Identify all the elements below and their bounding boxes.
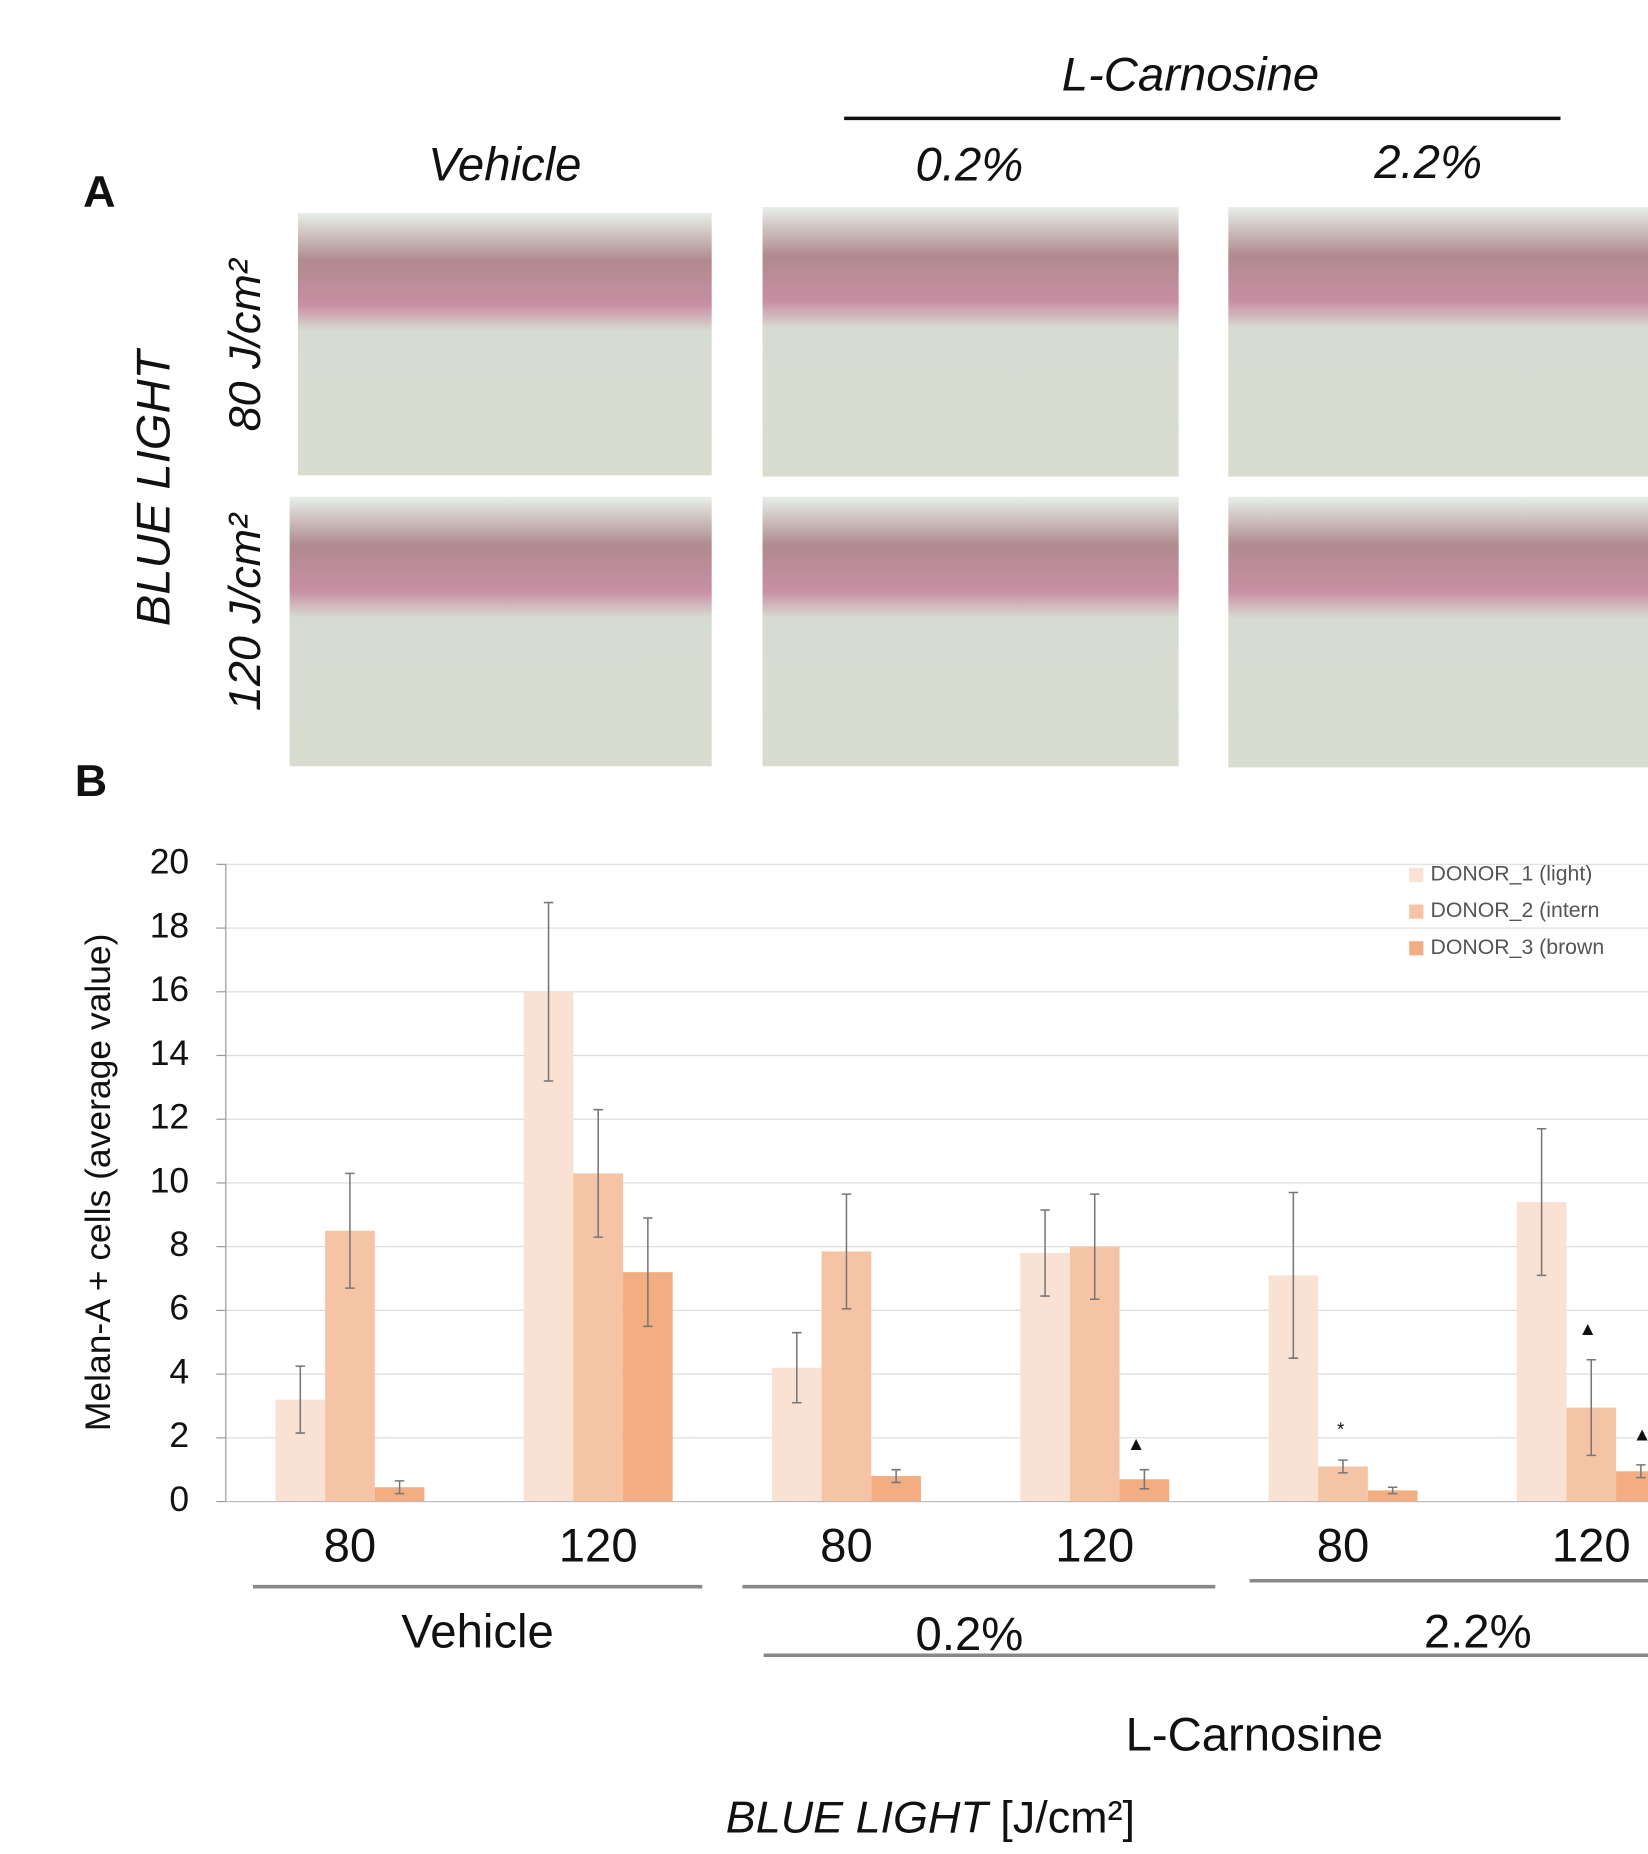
supergroup-label: L-Carnosine — [1126, 1708, 1383, 1761]
panel-label: A — [83, 166, 115, 217]
legend-swatch — [1409, 904, 1424, 919]
group-label: 0.2% — [916, 1608, 1024, 1661]
y-tick-label: 20 — [150, 842, 189, 882]
legend-swatch — [1409, 867, 1424, 883]
y-tick-label: 0 — [169, 1479, 189, 1519]
error-bar — [1338, 1459, 1348, 1474]
column-label: 0.2% — [916, 139, 1024, 192]
error-bar — [1089, 1193, 1100, 1301]
y-tick-label: 14 — [150, 1033, 189, 1073]
legend-label: DONOR_3 (brown — [1430, 935, 1604, 959]
y-tick-label: 18 — [150, 905, 189, 945]
row-title: BLUE LIGHT — [128, 347, 181, 626]
bar — [1119, 1479, 1170, 1502]
error-bar — [841, 1193, 852, 1310]
image — [1228, 207, 1648, 477]
histology-images — [289, 207, 1648, 768]
y-tick-label: 6 — [169, 1288, 189, 1328]
x-unit: [J/cm²] — [1000, 1792, 1135, 1843]
error-bar — [1139, 1468, 1150, 1490]
image — [762, 207, 1179, 477]
y-tick-label: 2 — [169, 1415, 189, 1455]
y-tick-label: 8 — [169, 1224, 189, 1264]
column-label: Vehicle — [428, 139, 581, 192]
x-tick-label: 120 — [1055, 1519, 1134, 1572]
group-label: Vehicle — [401, 1606, 553, 1659]
error-bar — [1387, 1486, 1398, 1495]
image — [1228, 496, 1648, 768]
error-bar — [891, 1468, 901, 1484]
image — [297, 212, 712, 476]
error-bar — [643, 1217, 653, 1328]
annotation: * — [1337, 1420, 1345, 1441]
error-bar — [1536, 1128, 1547, 1277]
error-bar — [792, 1331, 802, 1404]
error-bar — [1288, 1191, 1299, 1359]
x-title: BLUE LIGHT — [726, 1792, 992, 1843]
bar — [374, 1487, 425, 1502]
annotation: ▲ — [1578, 1319, 1597, 1340]
legend-label: DONOR_1 (light) — [1430, 862, 1592, 886]
x-tick-label: 120 — [1552, 1519, 1631, 1572]
bar — [1367, 1490, 1418, 1502]
y-tick-label: 10 — [150, 1160, 189, 1200]
error-bar — [1586, 1359, 1596, 1457]
error-bar — [394, 1480, 405, 1495]
y-tick-label: 12 — [150, 1097, 189, 1137]
error-bar — [543, 901, 554, 1082]
column-label: 2.2% — [1373, 136, 1482, 189]
annotation: ▲ — [1127, 1434, 1146, 1455]
error-bar — [593, 1108, 603, 1238]
y-tick-label: 16 — [150, 969, 189, 1009]
image — [289, 496, 712, 767]
y-tick-label: 4 — [169, 1351, 189, 1391]
x-tick-label: 120 — [559, 1519, 638, 1572]
row-label: 120 J/cm² — [219, 512, 270, 711]
x-tick-label: 80 — [324, 1519, 377, 1572]
x-axis-title: BLUE LIGHT [J/cm²] — [726, 1792, 1135, 1843]
image — [762, 496, 1179, 767]
error-bar — [345, 1172, 355, 1289]
error-bar — [1636, 1464, 1646, 1479]
error-bar — [1040, 1209, 1050, 1297]
legend-swatch — [1409, 941, 1424, 956]
error-bar — [295, 1365, 306, 1434]
x-tick-label: 80 — [1317, 1519, 1370, 1572]
bar — [1616, 1471, 1648, 1502]
annotation: ▲ — [1633, 1424, 1648, 1445]
legend-label: DONOR_2 (intern — [1430, 898, 1599, 922]
x-tick-label: 80 — [820, 1519, 873, 1572]
group-label: 2.2% — [1424, 1606, 1532, 1659]
y-axis-label: Melan-A + cells (average value) — [78, 934, 118, 1432]
panel-label: B — [75, 755, 107, 806]
treatment-label: L-Carnosine — [1062, 49, 1319, 102]
row-label: 80 J/cm² — [219, 257, 270, 431]
